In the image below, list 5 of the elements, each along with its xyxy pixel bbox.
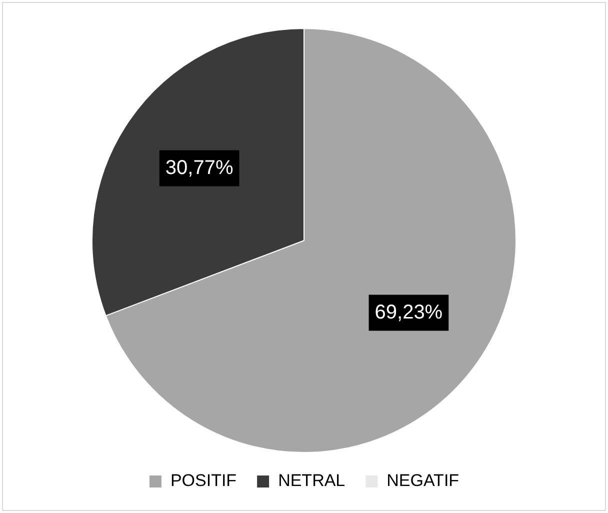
data-label: 30,77%: [165, 156, 234, 179]
legend-label: NETRAL: [278, 471, 346, 490]
data-label: 69,23%: [374, 301, 443, 324]
legend-label: NEGATIF: [386, 471, 460, 490]
legend-label: POSITIF: [170, 471, 237, 490]
